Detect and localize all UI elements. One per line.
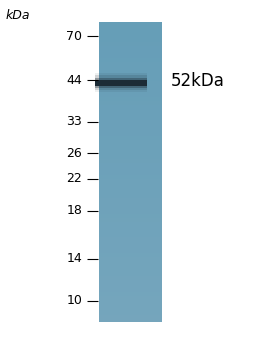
Text: 22: 22 [67, 172, 82, 185]
Bar [95, 78, 147, 88]
Bar [95, 75, 147, 90]
Bar [95, 73, 147, 92]
Text: 70: 70 [66, 30, 82, 42]
Text: 26: 26 [67, 147, 82, 160]
Bar [95, 80, 147, 86]
Text: 44: 44 [67, 74, 82, 87]
Text: 10: 10 [66, 294, 82, 307]
Text: 33: 33 [67, 116, 82, 128]
Text: 52kDa: 52kDa [171, 72, 225, 90]
Text: 14: 14 [67, 252, 82, 265]
Text: kDa: kDa [6, 9, 31, 22]
Text: 18: 18 [66, 204, 82, 217]
